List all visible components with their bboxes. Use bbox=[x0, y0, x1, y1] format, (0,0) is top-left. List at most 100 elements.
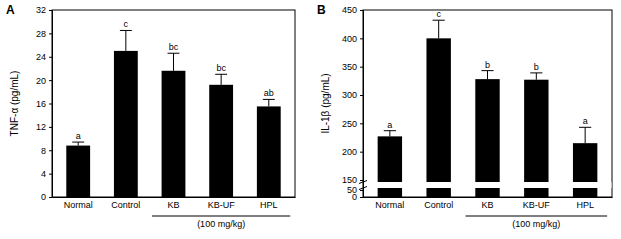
error-bar-stem bbox=[389, 131, 390, 137]
error-bar-cap bbox=[215, 74, 227, 75]
y-tick-label: 4 bbox=[41, 169, 46, 179]
y-tick-mark bbox=[360, 152, 363, 153]
bar bbox=[114, 51, 138, 197]
y-axis-title: TNF-α (pg/mL) bbox=[9, 71, 20, 137]
bar bbox=[524, 80, 548, 197]
y-tick: 250 bbox=[342, 119, 363, 129]
significance-letter: a bbox=[387, 120, 392, 130]
y-tick-label: 350 bbox=[342, 62, 357, 72]
y-tick: 0 bbox=[41, 192, 52, 202]
group-label: (100 mg/kg) bbox=[512, 219, 560, 229]
error-bar-cap bbox=[168, 53, 180, 54]
y-tick-label: 16 bbox=[36, 99, 46, 109]
y-tick-mark bbox=[49, 80, 52, 81]
x-tick-label: HPL bbox=[260, 200, 278, 210]
y-tick: 200 bbox=[342, 147, 363, 157]
error-bar-cap bbox=[579, 127, 591, 128]
x-tick-label: KB bbox=[167, 200, 179, 210]
error-bar bbox=[481, 71, 493, 80]
y-tick-mark bbox=[49, 127, 52, 128]
y-tick-label: 250 bbox=[342, 119, 357, 129]
y-axis: 050150200250300350400450 bbox=[342, 5, 364, 202]
error-bar-cap bbox=[72, 142, 84, 143]
error-bar bbox=[384, 131, 396, 137]
error-bar-stem bbox=[125, 30, 126, 50]
bar bbox=[66, 146, 90, 197]
plot-frame bbox=[363, 10, 612, 197]
y-tick-label: 450 bbox=[342, 5, 357, 15]
y-tick-mark bbox=[360, 95, 363, 96]
y-tick: 20 bbox=[36, 76, 52, 86]
error-bar-cap bbox=[384, 130, 396, 131]
y-tick-label: 8 bbox=[41, 146, 46, 156]
y-tick: 8 bbox=[41, 146, 52, 156]
y-tick-label: 12 bbox=[36, 122, 46, 132]
x-tick-label: Normal bbox=[64, 200, 93, 210]
y-tick-mark bbox=[360, 197, 363, 198]
axis-break bbox=[364, 182, 612, 188]
y-tick-label: 150 bbox=[342, 175, 357, 185]
y-tick: 12 bbox=[36, 122, 52, 132]
error-bar-cap bbox=[530, 72, 542, 73]
error-bar-stem bbox=[536, 73, 537, 80]
x-tick: Control bbox=[111, 197, 140, 210]
error-bar-stem bbox=[585, 127, 586, 143]
y-tick-label: 32 bbox=[36, 5, 46, 15]
y-tick-mark bbox=[360, 190, 363, 191]
y-tick: 400 bbox=[342, 34, 363, 44]
significance-letter: b bbox=[534, 62, 539, 72]
error-bar-stem bbox=[487, 71, 488, 80]
y-axis-title: IL-1β (pg/mL) bbox=[320, 73, 331, 133]
significance-letter: b bbox=[485, 60, 490, 70]
y-tick-mark bbox=[49, 10, 52, 11]
y-axis: 0 4 8 12 16 20 24 28 32 bbox=[36, 5, 53, 202]
panel-title: A bbox=[6, 3, 15, 17]
bar bbox=[573, 143, 597, 197]
y-tick: 24 bbox=[36, 52, 52, 62]
error-bar bbox=[168, 53, 180, 71]
error-bar bbox=[215, 74, 227, 85]
x-axis-line bbox=[364, 197, 613, 198]
error-bar-cap bbox=[120, 30, 132, 31]
x-tick-label: HPL bbox=[576, 200, 594, 210]
y-axis-line bbox=[49, 11, 53, 198]
significance-letter: c bbox=[436, 9, 441, 19]
error-bar bbox=[530, 73, 542, 80]
y-tick-mark bbox=[360, 10, 363, 11]
significance-letter: a bbox=[76, 131, 81, 141]
x-tick: Normal bbox=[64, 197, 93, 210]
error-bar-cap bbox=[481, 70, 493, 71]
y-tick-label: 24 bbox=[36, 52, 46, 62]
y-tick-label: 0 bbox=[41, 192, 46, 202]
y-tick-mark bbox=[49, 104, 52, 105]
error-bar-stem bbox=[221, 74, 222, 85]
bar bbox=[209, 85, 233, 197]
y-tick: 450 bbox=[342, 5, 363, 15]
significance-letter: ab bbox=[264, 88, 274, 98]
x-tick-label: KB bbox=[481, 200, 493, 210]
y-tick-mark bbox=[49, 197, 52, 198]
error-bar-stem bbox=[438, 20, 439, 38]
x-axis: NormalControlKBKB-UFHPL bbox=[53, 197, 296, 210]
group-line bbox=[466, 216, 608, 217]
y-tick-mark bbox=[360, 67, 363, 68]
y-tick-mark bbox=[49, 33, 52, 34]
error-bar-cap bbox=[263, 99, 275, 100]
x-tick-label: KB-UF bbox=[523, 200, 551, 210]
bar bbox=[257, 106, 281, 197]
y-tick: 300 bbox=[342, 90, 363, 100]
error-bar bbox=[72, 142, 84, 146]
y-tick-mark bbox=[360, 180, 363, 181]
significance-letter: a bbox=[583, 116, 588, 126]
y-tick-label: 20 bbox=[36, 76, 46, 86]
panel: acbcbcab048121620242832NormalControlKBKB… bbox=[6, 3, 296, 229]
y-axis-line bbox=[360, 11, 364, 198]
error-bar-cap bbox=[433, 20, 445, 21]
y-tick-label: 300 bbox=[342, 90, 357, 100]
plot-frame bbox=[52, 10, 295, 197]
y-tick-mark bbox=[49, 174, 52, 175]
y-tick: 28 bbox=[36, 29, 52, 39]
y-tick: 50 bbox=[347, 185, 363, 195]
significance-letter: c bbox=[124, 19, 129, 29]
y-tick: 350 bbox=[342, 62, 363, 72]
